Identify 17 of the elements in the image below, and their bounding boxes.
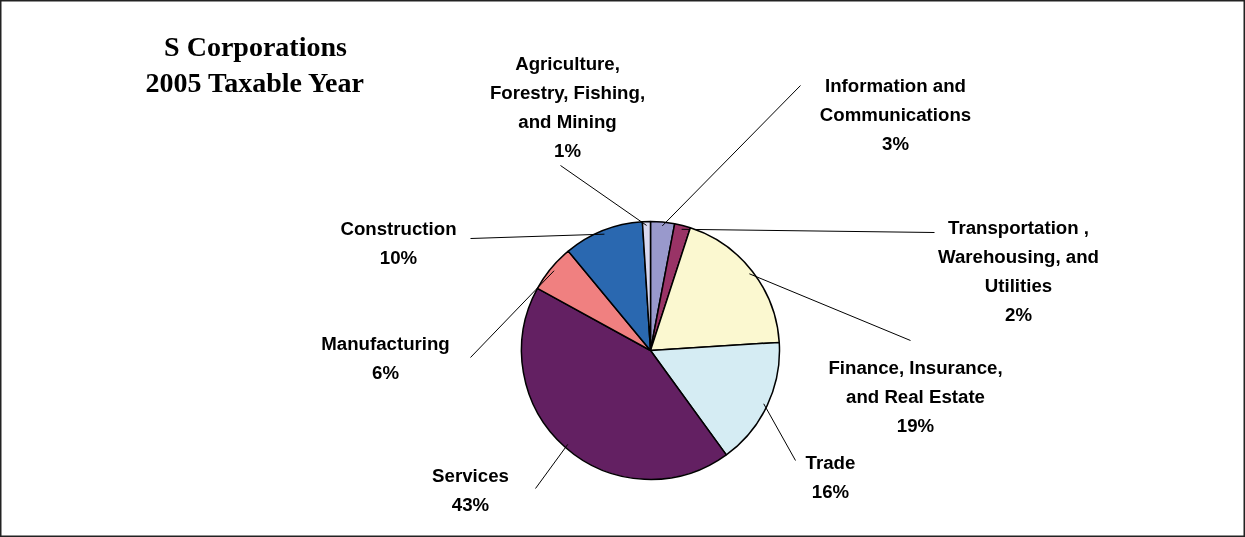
slice-label: Trade <box>805 451 856 473</box>
data-label: 3% <box>882 132 910 154</box>
data-label: 1% <box>554 139 582 161</box>
legend-label: Services <box>432 464 509 486</box>
slice-label: Information and Communications <box>819 74 972 125</box>
data-label: 43% <box>451 493 490 515</box>
data-label: 16% <box>811 480 850 502</box>
slice-label: Construction <box>340 217 457 239</box>
slice-label: Finance, Insurance, and Real Estate <box>828 356 1003 407</box>
chart-title: S Corporations 2005 Taxable Year <box>145 30 364 98</box>
slice-label: Agriculture, Forestry, Fishing, and Mining <box>489 52 646 132</box>
data-label: 19% <box>896 414 935 436</box>
data-label: 10% <box>379 246 418 268</box>
slice-label: Manufacturing <box>321 332 450 354</box>
data-label: 2% <box>1005 303 1033 325</box>
data-label: 6% <box>372 361 400 383</box>
slice-label: Transportation , Warehousing, and Utilities <box>938 216 1100 296</box>
